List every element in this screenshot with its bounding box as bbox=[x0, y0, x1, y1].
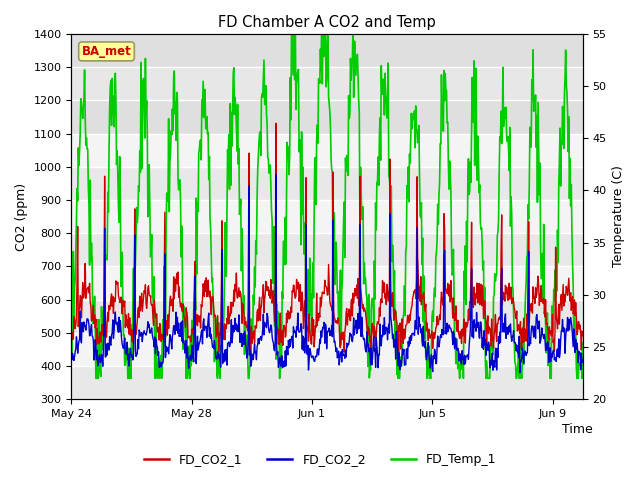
Bar bbox=[72, 266, 582, 300]
Bar bbox=[72, 333, 582, 366]
Bar bbox=[72, 67, 582, 100]
X-axis label: Time: Time bbox=[562, 423, 593, 436]
Y-axis label: Temperature (C): Temperature (C) bbox=[612, 166, 625, 267]
Legend: FD_CO2_1, FD_CO2_2, FD_Temp_1: FD_CO2_1, FD_CO2_2, FD_Temp_1 bbox=[139, 448, 501, 471]
Y-axis label: CO2 (ppm): CO2 (ppm) bbox=[15, 182, 28, 251]
Bar bbox=[72, 133, 582, 167]
Title: FD Chamber A CO2 and Temp: FD Chamber A CO2 and Temp bbox=[218, 15, 436, 30]
Bar bbox=[72, 200, 582, 233]
Text: BA_met: BA_met bbox=[82, 45, 131, 58]
Bar bbox=[72, 34, 582, 133]
